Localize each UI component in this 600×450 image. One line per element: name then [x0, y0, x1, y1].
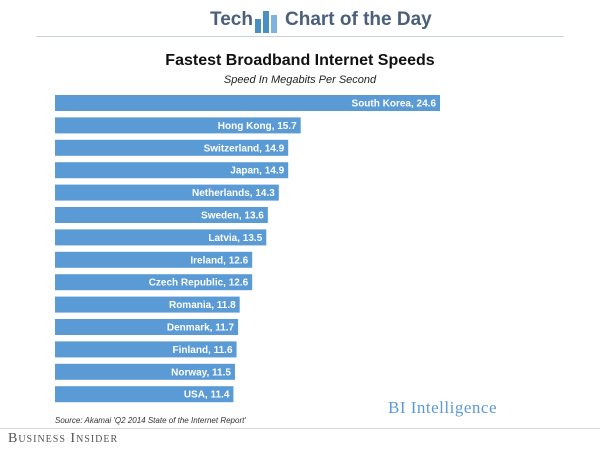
bar-label: Latvia, 13.5: [208, 233, 262, 244]
bar-label: Finland, 11.6: [173, 345, 233, 356]
bar-label: Sweden, 13.6: [201, 211, 264, 222]
bar-hong-kong: [55, 117, 301, 134]
bar-label: Hong Kong, 15.7: [218, 121, 297, 132]
chart-subtitle: Speed In Megabits Per Second: [223, 74, 377, 86]
bar-usa: [55, 386, 234, 403]
bar-label: Denmark, 11.7: [167, 323, 235, 334]
bar-latvia: [55, 229, 267, 246]
bar-label: Netherlands, 14.3: [192, 188, 275, 199]
bar-switzerland: [55, 139, 289, 156]
bar-netherlands: [55, 184, 279, 201]
bar-sweden: [55, 207, 268, 223]
bar-label: South Korea, 24.6: [352, 99, 437, 110]
bar-czech-republic: [55, 274, 253, 291]
bar-label: Czech Republic, 12.6: [149, 278, 249, 289]
bar-south-korea: [55, 95, 440, 111]
bar-label: USA, 11.4: [184, 390, 230, 401]
source-note: Source: Akamai 'Q2 2014 State of the Int…: [55, 416, 246, 425]
header-divider: [36, 36, 564, 37]
bar-norway: [55, 363, 235, 380]
bar-label: Norway, 11.5: [171, 367, 231, 378]
feature-label: Chart of the Day: [285, 9, 432, 30]
chart-header: Tech Chart of the Day: [0, 0, 600, 40]
bar-label: Romania, 11.8: [169, 300, 236, 311]
bar-label: Japan, 14.9: [230, 166, 284, 177]
bar-finland: [55, 341, 237, 358]
bar-ireland: [55, 251, 253, 268]
business-insider-logo: Business Insider: [8, 431, 119, 446]
section-label: Tech: [210, 9, 253, 30]
bar-japan: [55, 162, 289, 179]
bar-label: Ireland, 12.6: [190, 255, 248, 266]
chart-title: Fastest Broadband Internet Speeds: [165, 52, 435, 69]
bar-romania: [55, 296, 240, 313]
bi-intelligence-logo: BI Intelligence: [388, 398, 497, 417]
footer-divider: [0, 428, 600, 429]
bar-label: Switzerland, 14.9: [204, 143, 285, 154]
bar-denmark: [55, 319, 239, 335]
bar-chart-icon: [255, 11, 277, 33]
